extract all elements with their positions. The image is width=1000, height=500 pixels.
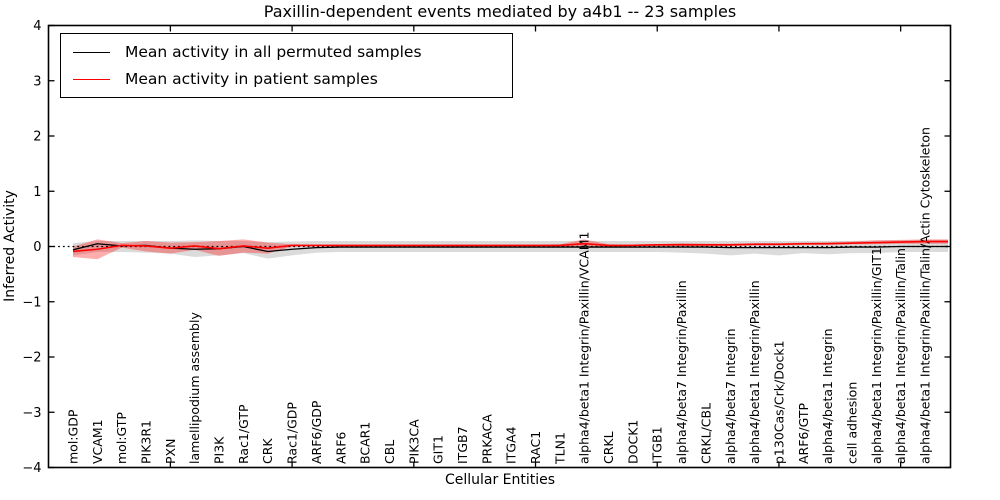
x-tick-label: Rac1/GTP <box>236 404 251 464</box>
x-tick-label: alpha4/beta1 Integrin/Paxillin/GIT1 <box>869 247 884 464</box>
x-tick-label: alpha4/beta1 Integrin/Paxillin/VCAM1 <box>577 232 592 464</box>
x-tick-label: TLN1 <box>552 432 567 465</box>
y-tick-label: −1 <box>22 295 41 310</box>
x-tick-label: ITGB1 <box>650 426 665 464</box>
x-tick-label: CRKL <box>601 431 616 464</box>
x-tick-label: alpha4/beta7 Integrin/Paxillin <box>674 280 689 464</box>
legend-item-permuted: Mean activity in all permuted samples <box>73 43 502 61</box>
x-tick-label: PIK3CA <box>406 419 421 464</box>
patient-mean-line <box>72 240 948 253</box>
x-tick-label: CRKL/CBL <box>698 403 713 464</box>
x-tick-label: p130Cas/Crk/Dock1 <box>771 340 786 464</box>
y-tick-label: 2 <box>33 130 41 145</box>
x-tick-label: lamellipodium assembly <box>187 312 202 464</box>
y-tick-label: −2 <box>22 351 41 366</box>
x-axis-label: Cellular Entities <box>444 472 556 488</box>
x-tick-label: Rac1/GDP <box>285 402 300 464</box>
x-tick-label: ARF6 <box>333 432 348 464</box>
x-tick-label: ITGA4 <box>504 426 519 464</box>
y-tick-label: −4 <box>22 461 41 476</box>
legend-label-patient: Mean activity in patient samples <box>125 70 378 88</box>
x-tick-label: ITGB7 <box>455 426 470 464</box>
x-tick-label: GIT1 <box>431 435 446 464</box>
y-tick-label: 1 <box>33 185 41 200</box>
y-tick-label: 4 <box>33 19 41 34</box>
y-tick-label: 0 <box>33 240 41 255</box>
x-tick-label: alpha4/beta1 Integrin/Paxillin/Talin <box>893 248 908 464</box>
x-tick-label: alpha4/beta1 Integrin/Paxillin <box>747 280 762 464</box>
x-tick-label: DOCK1 <box>625 420 640 464</box>
legend-item-patient: Mean activity in patient samples <box>73 70 502 88</box>
x-tick-label: VCAM1 <box>90 419 105 464</box>
legend-line-black-icon <box>73 51 110 53</box>
x-tick-label: alpha4/beta1 Integrin <box>820 328 835 464</box>
x-tick-label: mol:GTP <box>114 412 129 464</box>
x-tick-label: PXN <box>163 439 178 464</box>
x-tick-label: mol:GDP <box>66 409 81 464</box>
x-tick-label: PI3K <box>212 436 227 464</box>
y-tick-label: 3 <box>33 74 41 89</box>
x-tick-label: cell adhesion <box>844 382 859 464</box>
x-tick-label: CRK <box>260 438 275 464</box>
legend-label-permuted: Mean activity in all permuted samples <box>125 43 422 61</box>
x-tick-label: ARF6/GDP <box>309 400 324 464</box>
x-tick-label: alpha4/beta1 Integrin/Paxillin/Talin/Act… <box>918 127 933 464</box>
x-tick-label: BCAR1 <box>358 422 373 464</box>
x-tick-label: PIK3R1 <box>139 420 154 464</box>
x-tick-label: alpha4/beta7 Integrin <box>723 328 738 464</box>
y-tick-label: −3 <box>22 406 41 421</box>
x-tick-label: CBL <box>382 440 397 464</box>
x-tick-label: RAC1 <box>528 431 543 464</box>
legend-line-red-icon <box>73 78 110 80</box>
legend: Mean activity in all permuted samples Me… <box>60 33 513 98</box>
chart-title: Paxillin-dependent events mediated by a4… <box>263 2 737 21</box>
x-tick-label: PRKACA <box>479 414 494 464</box>
x-tick-label: ARF6/GTP <box>796 403 811 464</box>
